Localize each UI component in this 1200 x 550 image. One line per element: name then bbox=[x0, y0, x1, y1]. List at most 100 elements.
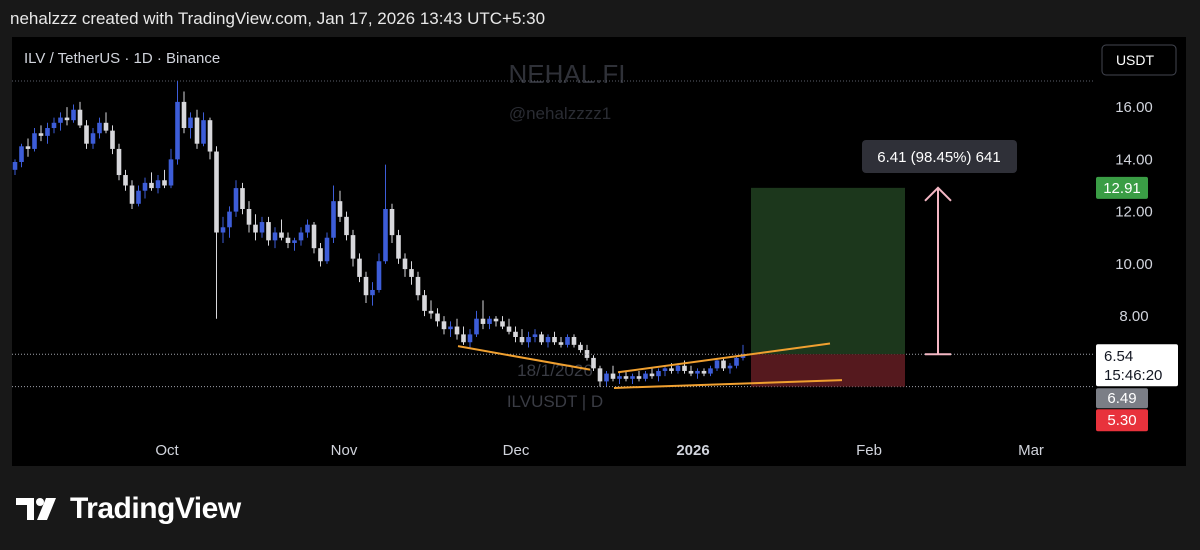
trendline-upper bbox=[617, 342, 831, 374]
current-price-text: 6.54 bbox=[1104, 348, 1133, 365]
candlestick-chart[interactable]: NEHAL.FI @nehalzzzz1 18/1/2026 ILVUSDT |… bbox=[12, 37, 1186, 466]
candle-body bbox=[175, 101, 180, 160]
candle-body bbox=[129, 185, 135, 204]
target-price-label-text: 12.91 bbox=[1103, 180, 1141, 197]
candle-body bbox=[630, 376, 635, 379]
symbol-title: ILV / TetherUS · 1D · Binance bbox=[24, 50, 220, 67]
candle-body bbox=[695, 370, 700, 374]
trendline-downtrend bbox=[457, 345, 591, 371]
candle-body bbox=[58, 117, 63, 123]
candle-body bbox=[467, 334, 473, 343]
candle-body bbox=[500, 321, 505, 327]
measure-label-bg bbox=[862, 140, 1017, 173]
candle-body bbox=[597, 368, 603, 382]
candle-body bbox=[337, 201, 343, 217]
countdown-text: 15:46:20 bbox=[1104, 367, 1162, 384]
prev-price-label-bg bbox=[1096, 388, 1148, 409]
candle-body bbox=[669, 368, 674, 371]
candle-body bbox=[12, 161, 18, 170]
candle-body bbox=[617, 376, 622, 379]
candle-body bbox=[188, 117, 193, 129]
candle-body bbox=[714, 360, 720, 369]
watermark: NEHAL.FI @nehalzzzz1 18/1/2026 ILVUSDT |… bbox=[507, 59, 626, 411]
candle-body bbox=[662, 368, 668, 371]
candle-body bbox=[331, 201, 336, 238]
candle-body bbox=[487, 318, 492, 324]
x-tick-label: Mar bbox=[1018, 442, 1044, 459]
candle-body bbox=[214, 151, 219, 233]
candle-body bbox=[708, 368, 713, 374]
candle-body bbox=[402, 258, 408, 270]
prev-price-label-text: 6.49 bbox=[1107, 390, 1136, 407]
currency-button[interactable]: USDT bbox=[1101, 44, 1177, 76]
candle-body bbox=[136, 190, 141, 204]
stop-price-label-bg bbox=[1096, 409, 1148, 432]
current-price-label: 6.54 15:46:20 bbox=[1096, 344, 1178, 387]
candle-body bbox=[565, 337, 570, 345]
candle-body bbox=[350, 235, 356, 259]
y-tick-label: 10.00 bbox=[1115, 256, 1153, 273]
y-tick-label: 8.00 bbox=[1119, 308, 1148, 325]
candle-body bbox=[363, 276, 369, 296]
candle-body bbox=[656, 370, 661, 377]
candle-body bbox=[688, 370, 694, 374]
candle-body bbox=[558, 342, 564, 345]
candle-body bbox=[259, 222, 265, 233]
current-price-bg bbox=[1096, 344, 1178, 387]
candle-body bbox=[38, 133, 44, 136]
chart-panel[interactable]: NEHAL.FI @nehalzzzz1 18/1/2026 ILVUSDT |… bbox=[12, 37, 1186, 466]
candle-body bbox=[103, 122, 109, 131]
candle-body bbox=[201, 120, 206, 144]
stop-price-label: 5.30 bbox=[1096, 409, 1148, 432]
candle-body bbox=[220, 227, 226, 233]
candle-body bbox=[610, 373, 616, 379]
candle-body bbox=[506, 326, 512, 332]
watermark-symbol: ILVUSDT | D bbox=[507, 392, 603, 411]
candle-body bbox=[253, 224, 258, 233]
candle-body bbox=[435, 313, 440, 322]
x-axis[interactable]: Oct Nov Dec 2026 Feb Mar bbox=[155, 442, 1044, 459]
candle-body bbox=[90, 133, 96, 144]
candle-body bbox=[441, 321, 447, 330]
candle-body bbox=[396, 235, 401, 259]
candle-body bbox=[643, 373, 648, 379]
candle-body bbox=[285, 237, 291, 243]
candle-body bbox=[149, 182, 154, 189]
y-tick-label: 16.00 bbox=[1115, 99, 1153, 116]
candle-body bbox=[272, 232, 278, 241]
candle-body bbox=[266, 222, 271, 241]
candle-body bbox=[480, 318, 486, 324]
candle-body bbox=[116, 148, 122, 176]
candle-body bbox=[532, 334, 538, 337]
candle-body bbox=[636, 376, 642, 379]
target-price-label-bg bbox=[1096, 176, 1148, 199]
candle-body bbox=[324, 237, 330, 262]
y-axis[interactable]: 16.00 14.00 12.00 10.00 8.00 bbox=[1115, 99, 1153, 325]
candle-body bbox=[305, 224, 310, 233]
candle-body bbox=[370, 289, 375, 296]
candle-body bbox=[454, 326, 460, 335]
candle-body bbox=[246, 209, 252, 225]
candle-body bbox=[298, 232, 304, 241]
candle-body bbox=[584, 350, 590, 358]
candle-body bbox=[415, 276, 421, 296]
candle-body bbox=[376, 261, 382, 290]
candle-body bbox=[701, 370, 707, 374]
candle-body bbox=[318, 248, 323, 262]
candle-body bbox=[727, 365, 733, 369]
trendline-lower bbox=[613, 379, 843, 389]
candle-body bbox=[227, 211, 232, 228]
candle-body bbox=[721, 360, 726, 369]
candle-body bbox=[513, 331, 518, 337]
candle-body bbox=[123, 175, 128, 186]
x-tick-label: Feb bbox=[856, 442, 882, 459]
candle-body bbox=[77, 109, 83, 126]
candle-body bbox=[45, 128, 50, 136]
candle-body bbox=[448, 326, 453, 330]
candle-body bbox=[493, 318, 499, 322]
candle-body bbox=[168, 159, 174, 186]
y-tick-label: 12.00 bbox=[1115, 204, 1153, 221]
candle-body bbox=[240, 188, 245, 209]
candle-body bbox=[571, 337, 577, 345]
candle-body bbox=[422, 295, 427, 311]
